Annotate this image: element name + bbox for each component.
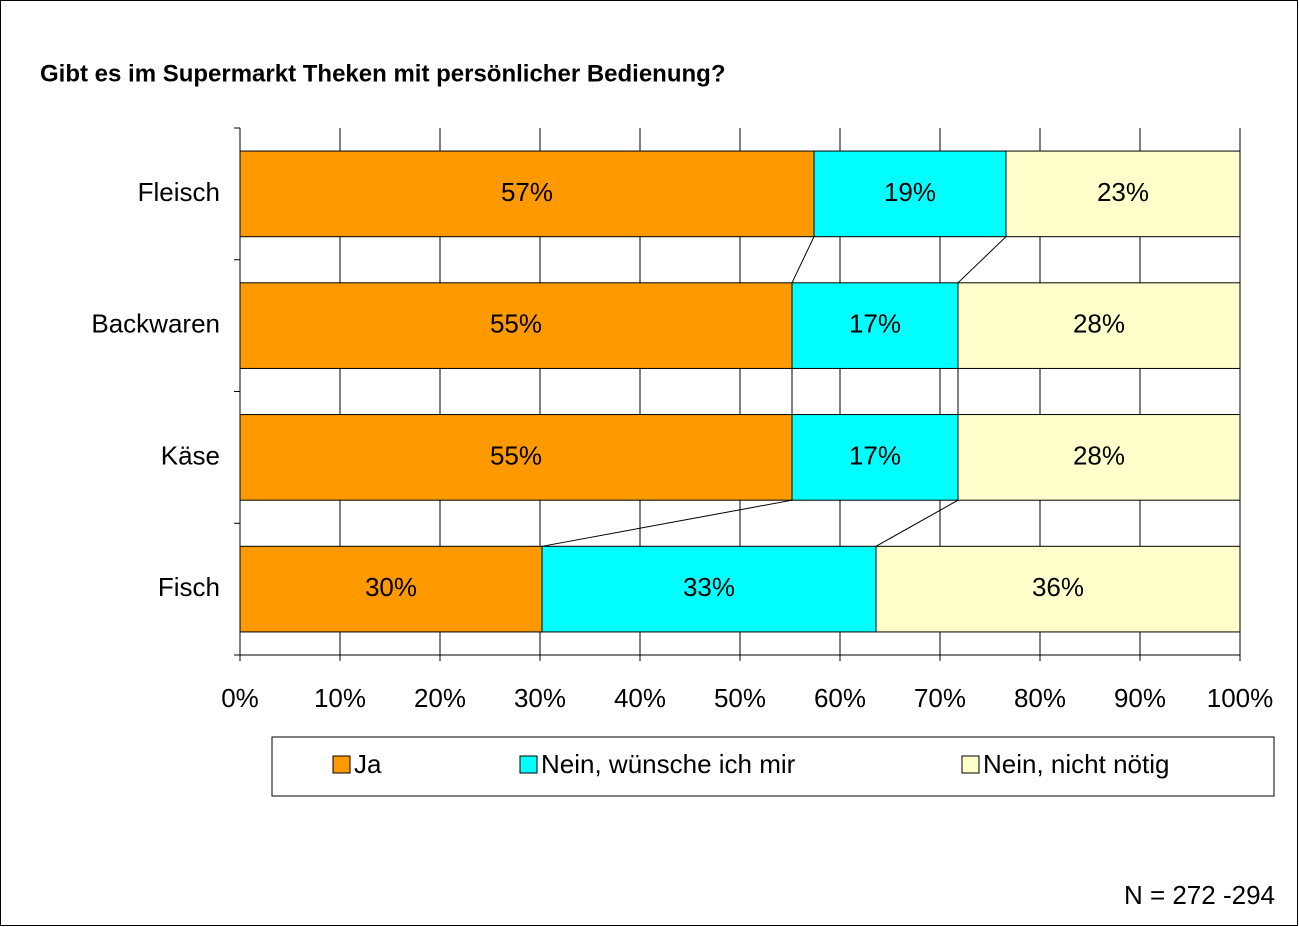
x-tick-label: 80% [1014, 683, 1066, 713]
value-label: 33% [683, 572, 735, 602]
legend-label: Nein, nicht nötig [983, 749, 1169, 779]
bar-segment [239, 150, 815, 238]
series-line [791, 236, 815, 284]
x-tick-label: 30% [514, 683, 566, 713]
bar-segment [813, 150, 1007, 238]
value-label: 19% [884, 177, 936, 207]
legend-box [271, 736, 1275, 797]
series-line [541, 499, 793, 547]
bar-segment [957, 282, 1241, 369]
bar-segment [791, 282, 959, 369]
x-tick-label: 0% [221, 683, 259, 713]
y-tick-label: Fleisch [138, 177, 220, 207]
bar-segment [791, 414, 959, 501]
x-tick-label: 100% [1207, 683, 1274, 713]
value-label: 17% [849, 309, 901, 339]
bar-segment [541, 545, 877, 633]
bar-segment [1005, 150, 1241, 238]
legend-label: Nein, wünsche ich mir [541, 749, 796, 779]
x-tick-label: 70% [914, 683, 966, 713]
value-label: 28% [1073, 309, 1125, 339]
value-label: 30% [365, 572, 417, 602]
value-label: 36% [1032, 572, 1084, 602]
value-label: 17% [849, 440, 901, 470]
y-tick-label: Käse [161, 440, 220, 470]
chart-title: Gibt es im Supermarkt Theken mit persönl… [40, 60, 725, 87]
value-label: 28% [1073, 440, 1125, 470]
x-tick-label: 10% [314, 683, 366, 713]
x-tick-label: 40% [614, 683, 666, 713]
value-label: 55% [490, 309, 542, 339]
y-tick-label: Fisch [158, 572, 220, 602]
y-tick-label: Backwaren [91, 309, 220, 339]
series-line [957, 236, 1007, 284]
x-tick-label: 60% [814, 683, 866, 713]
footnote: N = 272 -294 [1124, 880, 1275, 910]
value-label: 23% [1097, 177, 1149, 207]
bar-segment [239, 414, 793, 501]
x-tick-label: 50% [714, 683, 766, 713]
legend-swatch [961, 755, 980, 774]
bar-segment [239, 545, 543, 633]
value-label: 57% [501, 177, 553, 207]
value-label: 55% [490, 440, 542, 470]
legend-label: Ja [354, 749, 382, 779]
legend-swatch [519, 755, 538, 774]
bar-segment [239, 282, 793, 369]
x-tick-label: 90% [1114, 683, 1166, 713]
legend-swatch [332, 755, 351, 774]
bar-segment [875, 545, 1241, 633]
series-line [875, 499, 959, 547]
x-tick-label: 20% [414, 683, 466, 713]
bar-segment [957, 414, 1241, 501]
